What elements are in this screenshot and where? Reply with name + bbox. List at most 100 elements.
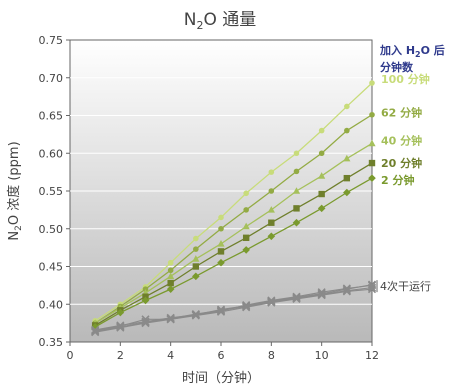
legend-title-line2: 分钟数 <box>380 60 414 74</box>
data-point <box>318 127 325 134</box>
data-point-stroke <box>367 283 377 292</box>
data-point <box>218 214 224 221</box>
axes: 0.35 0.40 0.45 0.50 0.55 0.60 0.65 0.70 0.75 0 2 4 6… <box>39 34 380 362</box>
legend-item-label: 100 分钟 <box>381 72 430 86</box>
dry-runs-layer <box>91 280 377 337</box>
data-point <box>268 169 275 175</box>
data-point <box>317 291 326 300</box>
data-point <box>369 80 375 86</box>
data-point-stroke <box>342 284 351 293</box>
data-point <box>268 188 275 194</box>
series-layer <box>91 80 376 331</box>
data-point <box>368 159 376 167</box>
data-point <box>318 150 325 157</box>
data-point <box>292 218 301 227</box>
data-point <box>292 294 301 304</box>
y-tick-label: 0.55 <box>39 185 64 198</box>
data-point <box>242 303 251 312</box>
data-point-stroke <box>91 328 100 337</box>
x-tick-label: 2 <box>117 349 124 362</box>
data-point <box>217 258 225 267</box>
data-point <box>342 287 351 296</box>
data-point <box>217 240 225 247</box>
x-tick-label: 0 <box>67 349 74 362</box>
series <box>91 174 376 331</box>
series-line <box>94 162 373 326</box>
series-line <box>95 288 373 333</box>
data-point <box>192 272 200 281</box>
data-point-stroke <box>141 319 150 328</box>
dry-run-series <box>91 285 377 337</box>
series-line <box>95 284 373 331</box>
y-tick-label: 0.75 <box>39 34 64 47</box>
data-point <box>293 150 300 157</box>
x-tick-label: 8 <box>268 349 275 362</box>
data-point-stroke <box>367 285 377 294</box>
data-point <box>243 207 249 213</box>
data-point <box>344 127 350 134</box>
series-line <box>94 82 373 322</box>
data-point <box>216 307 226 316</box>
data-point <box>167 259 174 266</box>
data-point <box>193 246 199 252</box>
data-point <box>318 172 326 179</box>
data-point <box>116 323 125 332</box>
x-tick-label: 4 <box>167 349 174 362</box>
legend-title: 加入 H2O 后 <box>379 43 445 59</box>
legend-item-label: 40 分钟 <box>381 133 422 147</box>
y-tick-label: 0.45 <box>39 261 64 274</box>
chart-title: N2O 通量 <box>184 10 257 32</box>
data-point <box>242 222 250 230</box>
data-point <box>368 139 376 147</box>
y-tick-label: 0.70 <box>39 72 64 85</box>
series-line <box>94 177 373 328</box>
data-point-stroke <box>116 323 125 332</box>
data-point <box>242 234 250 242</box>
data-point <box>218 225 224 232</box>
data-point <box>166 315 175 324</box>
data-point <box>369 111 375 118</box>
data-point <box>242 246 250 254</box>
data-point <box>192 263 200 270</box>
y-tick-label: 0.50 <box>39 223 64 236</box>
series-line <box>94 142 373 324</box>
y-tick-label: 0.65 <box>39 110 64 123</box>
data-point-stroke <box>267 298 276 307</box>
data-point <box>192 255 200 262</box>
data-point <box>91 323 99 331</box>
data-point <box>167 272 175 280</box>
x-tick-label: 10 <box>315 349 329 362</box>
data-point <box>167 279 174 287</box>
series-line <box>94 114 373 324</box>
data-point <box>292 187 301 194</box>
data-point-stroke <box>191 311 200 320</box>
data-point-stroke <box>242 303 251 312</box>
y-tick-label: 0.35 <box>39 336 64 349</box>
legend-item-label: 20 分钟 <box>381 156 422 170</box>
series <box>92 80 375 324</box>
data-point <box>318 190 325 198</box>
data-point <box>166 285 175 293</box>
data-point <box>141 296 150 305</box>
data-point <box>343 174 351 182</box>
data-point <box>116 308 125 317</box>
data-point <box>141 319 150 328</box>
x-tick-label: 12 <box>365 349 379 362</box>
data-point-stroke <box>342 287 351 296</box>
data-point <box>91 328 100 337</box>
x-axis-title: 时间（分钟） <box>182 370 260 386</box>
y-tick-label: 0.60 <box>39 147 64 160</box>
data-point <box>267 206 275 213</box>
legend: 100 分钟 62 分钟 40 分钟 20 分钟 2 分钟 4次干运行 <box>376 72 431 293</box>
data-point-stroke <box>292 294 301 304</box>
y-axis-title: N2O 浓度 (ppm) <box>6 141 24 240</box>
data-point <box>167 267 174 274</box>
data-point <box>343 188 351 197</box>
data-point <box>344 103 350 110</box>
legend-item-label: 62 分钟 <box>381 106 422 120</box>
data-point-stroke <box>317 288 326 297</box>
legend-item-label: 2 分钟 <box>381 173 414 187</box>
data-point <box>267 232 276 241</box>
data-point <box>191 311 200 320</box>
